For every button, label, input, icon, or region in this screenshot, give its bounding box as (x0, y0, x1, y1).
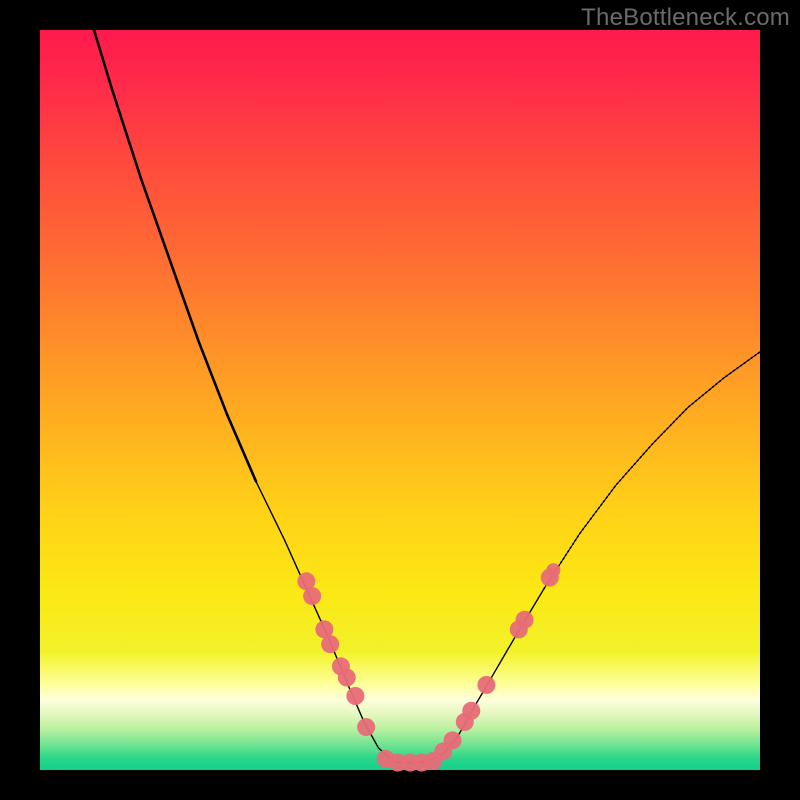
data-marker (477, 676, 495, 694)
plot-background (40, 30, 760, 770)
chart-stage: TheBottleneck.com (0, 0, 800, 800)
data-marker (546, 563, 560, 577)
chart-svg (0, 0, 800, 800)
data-marker (321, 635, 339, 653)
data-marker (346, 687, 364, 705)
data-marker (444, 731, 462, 749)
watermark-text: TheBottleneck.com (581, 4, 790, 32)
data-marker (338, 669, 356, 687)
data-marker (357, 718, 375, 736)
data-marker (516, 611, 534, 629)
data-marker (462, 702, 480, 720)
data-marker (303, 587, 321, 605)
